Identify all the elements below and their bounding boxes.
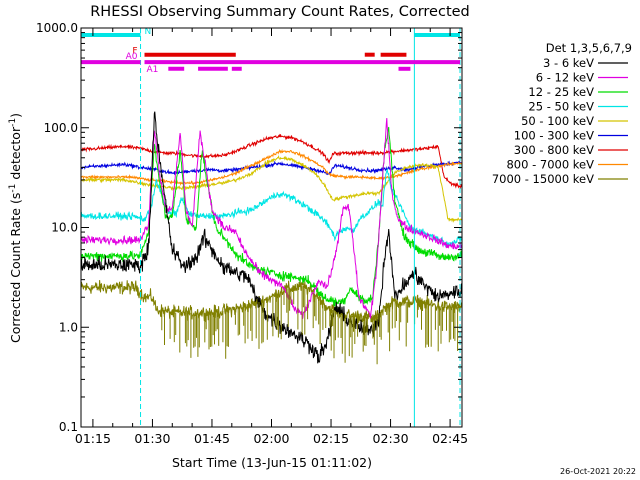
series-line	[81, 155, 462, 223]
legend-label: 12 - 25 keV	[528, 85, 594, 99]
flag-bar-label: A1	[147, 65, 159, 75]
x-tick-label: 01:45	[194, 431, 230, 446]
series-layer	[81, 111, 462, 365]
series-line	[81, 118, 462, 320]
legend-label: 6 - 12 keV	[536, 71, 594, 85]
series-3to6keV-kev	[81, 111, 462, 364]
y-axis-label-pre: Corrected Count Rate (s	[8, 193, 23, 343]
y-tick-label: 10.0	[51, 221, 78, 235]
timestamp: 26-Oct-2021 20:22	[560, 467, 636, 476]
y-tick-label: 100.0	[44, 121, 78, 135]
y-tick-label: 0.1	[59, 420, 78, 434]
x-tick-label: 02:45	[432, 431, 468, 446]
series-line	[81, 160, 462, 177]
series-100to300keV-kev	[81, 160, 462, 177]
legend-label: 100 - 300 keV	[514, 129, 594, 143]
x-tick-label: 02:00	[253, 431, 289, 446]
series-high-energy-spikes	[161, 286, 459, 365]
series-line	[81, 126, 462, 307]
y-axis-label: Corrected Count Rate (s-1 detector-1)	[8, 113, 23, 343]
series-300to800keV-kev	[81, 133, 462, 189]
series-line	[81, 280, 462, 324]
y-tick-label: 1000.0	[36, 21, 78, 35]
series-line	[81, 148, 462, 186]
flag-bar-label: A0	[126, 52, 138, 62]
axis-layer: 1000.0 100.0 10.0 1.0 0.101:15 01:30 01:45 02:0…	[36, 21, 468, 446]
flag-bar-a1: A1	[147, 65, 411, 75]
flag-bar-a0: A0	[81, 52, 461, 65]
legend-label: 300 - 800 keV	[514, 143, 594, 157]
series-25to50keV-kev	[81, 167, 462, 248]
flag-bar-label: F	[132, 47, 137, 57]
x-tick-label: 01:30	[134, 431, 170, 446]
legend-label: 25 - 50 keV	[528, 100, 594, 114]
y-axis-label-sup2: -1	[8, 118, 18, 127]
legend-label: 7000 - 15000 keV	[492, 172, 594, 186]
series-line	[81, 133, 462, 189]
flag-bar-label: N	[145, 27, 152, 37]
y-axis-label-sup1: -1	[8, 184, 18, 193]
x-axis-label: Start Time (13-Jun-15 01:11:02)	[172, 455, 372, 470]
legend-label: 50 - 100 keV	[521, 114, 594, 128]
x-tick-label: 02:30	[373, 431, 409, 446]
series-50to100keV-kev	[81, 155, 462, 223]
flag-bar-n: N	[81, 27, 461, 38]
series-800to7000keV-kev	[81, 148, 462, 186]
legend-header: Det 1,3,5,6,7,9	[546, 41, 632, 55]
spike-marks	[161, 286, 459, 365]
series-6to12keV-kev	[81, 118, 462, 320]
y-axis-label-mid: detector	[8, 126, 23, 184]
flag-bar-f: F	[132, 47, 407, 57]
x-tick-label: 01:15	[75, 431, 111, 446]
chart-title: RHESSI Observing Summary Count Rates, Co…	[90, 4, 470, 20]
series-line	[81, 111, 462, 364]
series-line	[81, 167, 462, 248]
legend-label: 800 - 7000 keV	[506, 158, 594, 172]
legend-label: 3 - 6 keV	[543, 56, 594, 70]
series-7000to15000keV-kev	[81, 280, 462, 324]
series-12to25keV-kev	[81, 126, 462, 307]
y-axis-label-post: )	[8, 113, 23, 118]
x-tick-label: 02:15	[313, 431, 349, 446]
y-tick-label: 1.0	[59, 320, 78, 334]
